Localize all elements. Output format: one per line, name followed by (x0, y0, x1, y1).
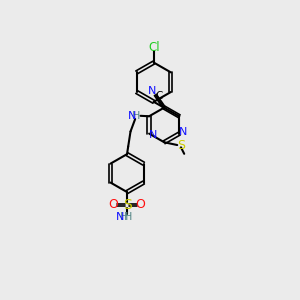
Text: N: N (148, 86, 157, 96)
Text: O: O (136, 198, 146, 211)
Text: N: N (179, 127, 187, 137)
Text: H: H (124, 212, 133, 222)
Text: N: N (116, 212, 124, 222)
Text: C: C (155, 91, 163, 100)
Text: S: S (123, 198, 131, 212)
Text: Cl: Cl (148, 41, 160, 54)
Text: O: O (109, 198, 118, 211)
Text: N: N (148, 130, 157, 140)
Text: N: N (128, 111, 136, 121)
Text: S: S (177, 139, 185, 152)
Text: H: H (132, 111, 140, 121)
Text: H: H (120, 212, 128, 222)
